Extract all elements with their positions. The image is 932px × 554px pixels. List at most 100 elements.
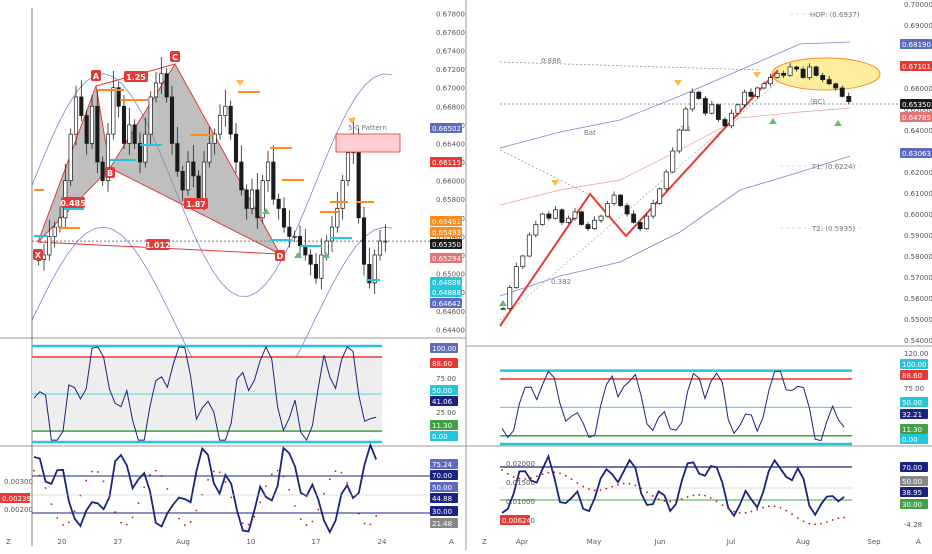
left-candle bbox=[79, 96, 84, 116]
left-candle bbox=[223, 105, 228, 116]
left-point-X: X bbox=[35, 251, 42, 260]
left-point-X-bg bbox=[33, 249, 43, 260]
right-candle bbox=[839, 87, 845, 97]
right-ratio-line bbox=[499, 61, 761, 71]
right-ratio-886: 0.886 bbox=[541, 57, 562, 65]
left-macd-dot bbox=[183, 524, 186, 526]
left-point-B-bg bbox=[105, 167, 115, 178]
right-candle bbox=[579, 211, 584, 225]
left-macd-tag-bg bbox=[430, 459, 458, 469]
left-macd-dot bbox=[102, 480, 105, 483]
left-signal-triangle bbox=[348, 118, 356, 124]
left-candle bbox=[361, 217, 367, 265]
left-macd-tag: 30.00 bbox=[432, 508, 452, 516]
left-candle bbox=[196, 175, 201, 200]
right-price-tag: 0.67101 bbox=[902, 63, 931, 71]
left-price-tick: 0.64600 bbox=[436, 308, 465, 316]
left-candle bbox=[228, 105, 233, 135]
left-signal-triangle bbox=[322, 252, 330, 258]
left-candle bbox=[303, 245, 308, 256]
left-macd-tag-bg bbox=[430, 506, 458, 516]
left-candle bbox=[121, 105, 127, 144]
left-rsi-tag-bg bbox=[430, 396, 458, 406]
right-candle bbox=[696, 91, 702, 99]
right-rsi-tag-bg bbox=[900, 397, 928, 407]
left-rsi-tick: 25.00 bbox=[436, 409, 456, 417]
right-candle bbox=[520, 255, 526, 267]
left-price-tick: 0.67200 bbox=[436, 66, 465, 74]
right-macd-dot bbox=[738, 511, 741, 514]
left-candle bbox=[180, 170, 185, 191]
left-point-C: C bbox=[172, 53, 178, 62]
right-price-tick: 0.55000 bbox=[904, 316, 932, 324]
left-macd-tag-bg bbox=[430, 482, 458, 492]
right-candle bbox=[676, 129, 682, 152]
left-price-tag-bg bbox=[430, 253, 462, 263]
right-macd-dot bbox=[657, 498, 660, 501]
right-rsi-tag-bg bbox=[900, 370, 928, 380]
right-band-upper bbox=[499, 41, 851, 149]
right-macd-dot bbox=[675, 500, 677, 502]
right-macd-dot bbox=[605, 487, 608, 490]
right-price-tag-bg bbox=[900, 61, 932, 71]
left-ratio-label: 1.25 bbox=[126, 73, 146, 82]
left-macd-dot bbox=[50, 503, 53, 506]
left-signal-triangle bbox=[262, 208, 270, 214]
right-corner-z: Z bbox=[482, 538, 487, 546]
left-price-tag-bg bbox=[430, 298, 462, 308]
left-candle bbox=[297, 236, 303, 247]
right-price-tick: 0.59000 bbox=[904, 232, 932, 240]
right-macd-dot bbox=[727, 507, 730, 510]
right-price-tag: 0.63063 bbox=[902, 150, 931, 158]
left-point-D: D bbox=[277, 252, 284, 261]
left-macd-tag-bg bbox=[430, 493, 458, 503]
right-candle bbox=[768, 77, 773, 85]
right-candle bbox=[715, 104, 721, 120]
left-ratio-bg bbox=[146, 239, 170, 250]
right-macd-dot bbox=[831, 519, 834, 521]
left-macd-tag: 75.24 bbox=[432, 461, 453, 469]
left-macd-dot bbox=[33, 469, 35, 472]
right-macd-dot bbox=[617, 483, 619, 486]
left-ratio-bg bbox=[61, 197, 85, 208]
left-price-tag-bg bbox=[430, 123, 462, 133]
left-macd-tick: 0.00300 bbox=[4, 478, 33, 486]
left-price-tick: 0.66000 bbox=[436, 178, 465, 186]
right-candle bbox=[833, 83, 839, 89]
right-macd-dot bbox=[651, 495, 654, 497]
left-macd-dot bbox=[172, 504, 175, 506]
left-price-tick: 0.65800 bbox=[436, 196, 465, 204]
right-price-tick: 0.69000 bbox=[904, 22, 932, 30]
left-macd-dot bbox=[131, 516, 134, 519]
right-candle bbox=[572, 211, 578, 219]
right-candle bbox=[728, 112, 734, 127]
right-candle bbox=[722, 119, 728, 127]
right-macd-dot bbox=[756, 508, 759, 511]
right-candle bbox=[800, 68, 806, 78]
right-candle bbox=[592, 219, 597, 230]
right-macd-dot bbox=[535, 475, 538, 478]
right-candle bbox=[748, 91, 754, 97]
left-x-tick: 17 bbox=[312, 538, 321, 546]
left-candle bbox=[345, 152, 351, 181]
left-point-D-bg bbox=[275, 250, 285, 261]
right-candle bbox=[539, 213, 545, 225]
right-candle bbox=[507, 287, 513, 309]
right-macd-tick: 0.01000 bbox=[506, 498, 535, 506]
right-candle bbox=[637, 222, 643, 230]
right-rsi-tag-bg bbox=[900, 409, 928, 419]
left-candle bbox=[377, 240, 383, 256]
right-candle bbox=[689, 91, 695, 110]
left-candle bbox=[212, 133, 217, 144]
right-candle bbox=[846, 96, 852, 103]
right-macd-tag-bg bbox=[900, 476, 928, 486]
left-candle bbox=[292, 236, 297, 238]
left-macd-line bbox=[33, 442, 378, 535]
right-rsi-tag: 32.21 bbox=[902, 411, 922, 419]
right-price-tick: 0.65000 bbox=[904, 106, 932, 114]
left-price-tick: 0.67400 bbox=[436, 47, 465, 55]
left-macd-dot bbox=[375, 515, 378, 517]
left-macd-dot bbox=[328, 478, 331, 481]
